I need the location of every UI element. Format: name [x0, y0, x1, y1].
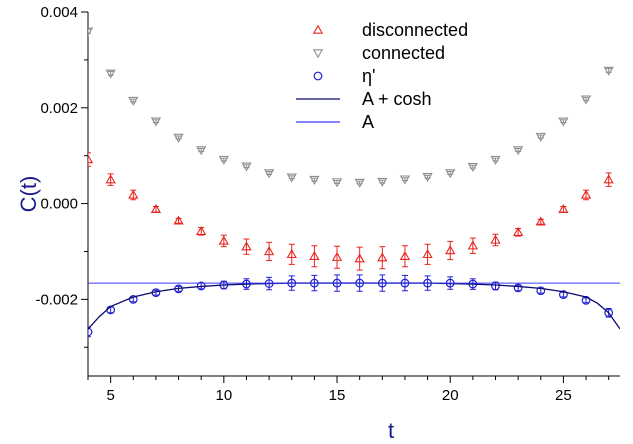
legend-item-2: η' [313, 66, 375, 86]
data-point [490, 234, 501, 244]
data-point [88, 327, 93, 337]
x-tick-label: 10 [215, 387, 232, 404]
data-point [196, 146, 207, 156]
data-point [286, 173, 297, 183]
data-point [512, 227, 524, 237]
data-point [354, 178, 365, 188]
data-point [399, 175, 411, 185]
data-point [218, 235, 229, 245]
data-point [128, 294, 138, 304]
data-point [399, 250, 411, 260]
y-tick-label: -0.002 [35, 291, 78, 308]
data-point [241, 241, 252, 251]
data-point [263, 169, 275, 179]
legend-marker [312, 49, 324, 59]
y-axis-title: C(t) [16, 176, 41, 213]
x-axis-title: t [388, 418, 394, 443]
data-point [218, 155, 229, 165]
data-point [331, 251, 343, 261]
data-point [467, 240, 478, 250]
data-point [467, 163, 478, 173]
y-tick-label: 0.000 [40, 196, 78, 213]
series-0 [88, 152, 614, 271]
data-point [604, 308, 614, 318]
x-tick-label: 20 [442, 387, 459, 404]
data-point [105, 174, 116, 184]
y-tick-label: 0.004 [40, 4, 78, 21]
data-point [309, 250, 320, 260]
legend-marker [312, 24, 324, 34]
data-point [128, 189, 139, 199]
plot-area [88, 27, 620, 338]
x-tick-label: 25 [555, 387, 572, 404]
data-point [536, 286, 546, 296]
legend-label: A [362, 112, 374, 132]
data-point [422, 173, 433, 183]
data-point [535, 132, 546, 142]
legend-item-0: disconnected [312, 20, 468, 40]
data-point [150, 117, 162, 127]
data-point [105, 69, 116, 79]
data-point [445, 245, 456, 255]
data-point [558, 204, 569, 214]
data-point [603, 174, 614, 184]
data-point [354, 253, 365, 263]
legend-label: η' [362, 66, 375, 86]
data-point [331, 178, 343, 188]
data-point [512, 146, 524, 156]
x-tick-label: 15 [329, 387, 346, 404]
data-point [309, 175, 320, 185]
legend-label: A + cosh [362, 89, 432, 109]
data-point [241, 162, 252, 172]
data-point [263, 246, 275, 256]
series-2 [88, 274, 614, 338]
data-point [150, 204, 162, 214]
y-tick-label: 0.002 [40, 100, 78, 117]
data-point [173, 133, 184, 143]
data-point [422, 249, 433, 259]
data-point [196, 226, 207, 236]
data-point [286, 249, 297, 259]
data-point [445, 169, 456, 179]
data-point [377, 252, 388, 262]
data-point [603, 66, 614, 76]
series-1 [88, 27, 614, 188]
legend-label: disconnected [362, 20, 468, 40]
data-point [535, 216, 546, 226]
data-point [580, 189, 592, 199]
data-point [491, 281, 500, 291]
data-point [173, 215, 184, 225]
data-point [513, 283, 523, 293]
data-point [490, 155, 501, 165]
legend-item-3: A + cosh [296, 89, 432, 109]
data-point [377, 177, 388, 187]
data-point [580, 95, 592, 105]
data-point [88, 27, 94, 37]
legend-marker [313, 71, 323, 81]
legend-item-1: connected [312, 43, 445, 63]
data-point [558, 117, 569, 127]
axes: 5 10 15 20 25 -0.002 0.000 0.002 0.004 t C(t) [16, 4, 620, 443]
data-point [559, 290, 568, 299]
legend-label: connected [362, 43, 445, 63]
data-point [88, 154, 94, 164]
data-point [128, 96, 139, 106]
x-tick-label: 5 [106, 387, 114, 404]
legend-item-4: A [296, 112, 374, 132]
legend: disconnected connected η' A + cosh A [296, 20, 468, 132]
